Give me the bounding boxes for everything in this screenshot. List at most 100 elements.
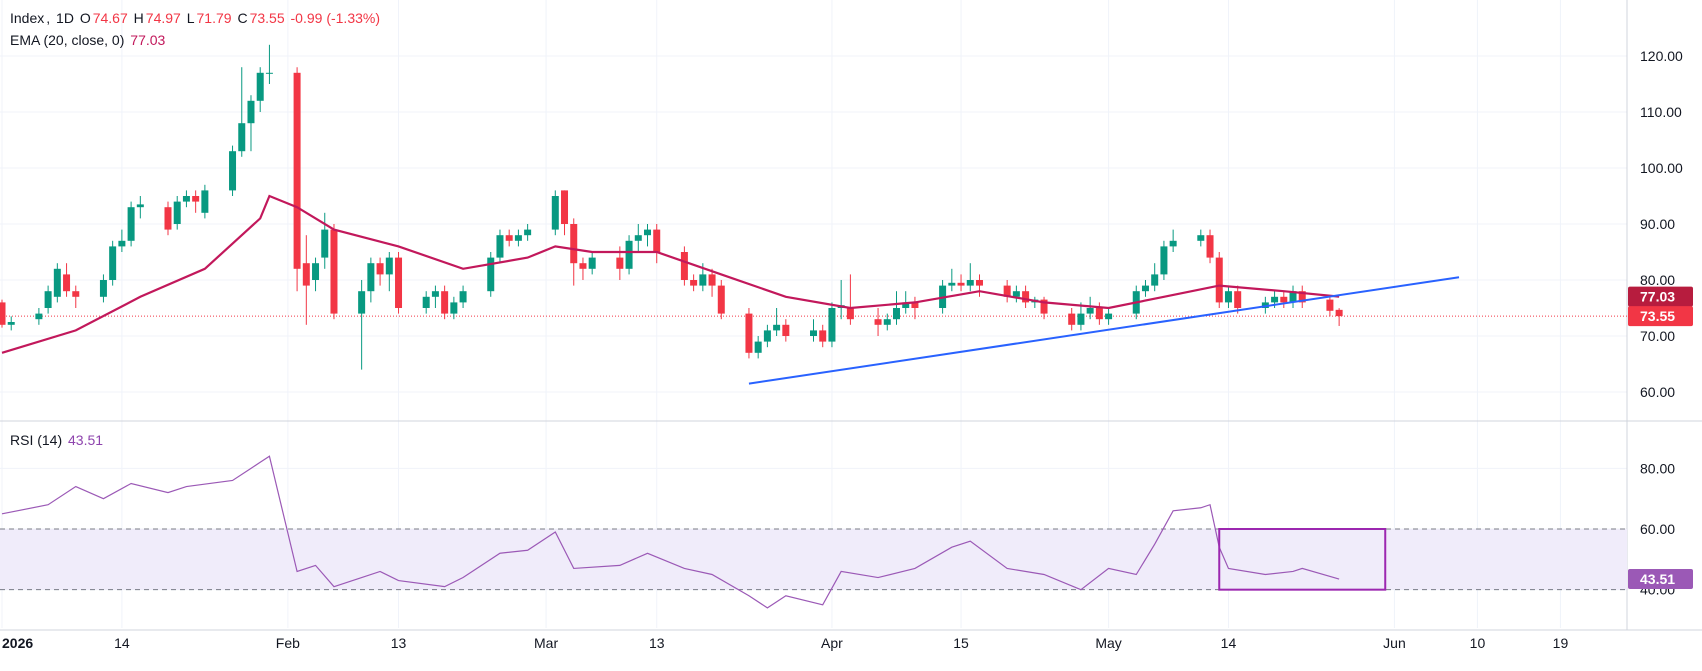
time-tick-label: Apr [821, 635, 843, 651]
candle-body [450, 302, 458, 314]
candle-body [441, 291, 449, 314]
close-value: 73.55 [249, 10, 285, 26]
candle-body [109, 246, 117, 280]
candle-body [819, 330, 827, 342]
candle-body [1289, 291, 1297, 303]
low-value: 71.79 [196, 10, 232, 26]
candle-body [182, 196, 190, 202]
candle-body [892, 308, 900, 320]
candle-body [782, 324, 790, 336]
candle-body [690, 280, 698, 286]
price-tick-label: 70.00 [1640, 328, 1675, 344]
candle-body [422, 296, 430, 308]
candle-body [201, 190, 209, 213]
candle-body [1280, 296, 1288, 303]
candle-body [828, 308, 836, 342]
candle-body [367, 263, 375, 292]
candle-body [330, 229, 338, 314]
candle-body [902, 302, 910, 308]
candle-body [1206, 235, 1214, 258]
ema-value: 77.03 [130, 32, 166, 48]
candle-body [118, 240, 126, 247]
candle-body [53, 268, 61, 297]
ema-line [1, 194, 1340, 354]
candle-body [1003, 285, 1011, 297]
close-label: C [237, 10, 248, 26]
candle-body [745, 313, 753, 353]
candle-body [911, 302, 919, 308]
rsi-band [0, 529, 1627, 590]
rsi-legend: RSI (14) 43.51 [10, 432, 105, 448]
candle-body [192, 196, 200, 202]
price-tick-label: 60.00 [1640, 384, 1675, 400]
time-tick-label: Feb [276, 635, 300, 651]
rsi-highlight-box [1218, 528, 1387, 591]
price-legend: Index, 1D O 74.67 H 74.97 L 71.79 C 73.55 -0… [10, 10, 380, 26]
candle-body [653, 229, 661, 252]
candle-body [1040, 299, 1048, 314]
candle-body [634, 235, 642, 241]
price-tick-label: 120.00 [1640, 48, 1683, 64]
candle-body [136, 204, 144, 208]
candle-body [644, 229, 652, 236]
candle-body [247, 100, 255, 124]
candle-body [99, 280, 107, 297]
time-tick-label: 10 [1470, 635, 1486, 651]
time-tick-label: 15 [953, 635, 969, 651]
interval-label: 1D [56, 10, 74, 26]
price-tick-label: 90.00 [1640, 216, 1675, 232]
candle-body [1068, 313, 1076, 325]
candle-body [238, 123, 246, 152]
candle-body [1012, 291, 1020, 297]
candle-body [754, 341, 762, 353]
trendline [748, 276, 1460, 385]
price-tick-label: 100.00 [1640, 160, 1683, 176]
time-tick-label: 2026 [2, 635, 33, 651]
candle-body [1022, 291, 1030, 303]
time-tick-label: May [1095, 635, 1121, 651]
candle-body [1095, 308, 1103, 320]
candle-body [957, 282, 965, 286]
open-value: 74.67 [92, 10, 128, 26]
candle-body [173, 201, 181, 224]
low-label: L [186, 10, 195, 26]
candle-body [459, 291, 467, 303]
candle-body [1335, 309, 1343, 317]
candle-body [708, 274, 716, 286]
candle-body [72, 291, 80, 297]
candle-body [514, 235, 522, 241]
candle-body [505, 235, 513, 241]
rsi-value: 43.51 [68, 432, 104, 448]
candle-body [717, 285, 725, 314]
candle-body [395, 257, 403, 308]
time-tick-label: 14 [114, 635, 130, 651]
high-value: 74.97 [145, 10, 181, 26]
candle-body [293, 72, 301, 269]
candle-body [1151, 274, 1159, 286]
time-tick-label: 13 [649, 635, 665, 651]
candle-body [321, 229, 329, 258]
candle-body [773, 324, 781, 331]
candle-body [487, 257, 495, 292]
ema-price-badge-bg [1628, 286, 1693, 307]
candle-body [579, 263, 587, 269]
candle-body [312, 263, 320, 280]
candle-body [44, 291, 52, 308]
candle-body [616, 257, 624, 269]
candle-body [431, 291, 439, 297]
candle-body [561, 190, 569, 224]
last-price-badge-bg [1628, 306, 1693, 327]
rsi-line [1, 455, 1340, 609]
candle-body [256, 72, 264, 101]
candle-body [763, 330, 771, 342]
candle-body [570, 224, 578, 264]
candle-body [699, 274, 707, 286]
candle-body [975, 280, 983, 286]
symbol-label: Index [10, 10, 45, 26]
candle-body [1105, 313, 1113, 320]
candle-body [810, 330, 817, 336]
candle-body [883, 319, 891, 325]
candle-body [164, 207, 172, 230]
candle-body [680, 252, 688, 280]
